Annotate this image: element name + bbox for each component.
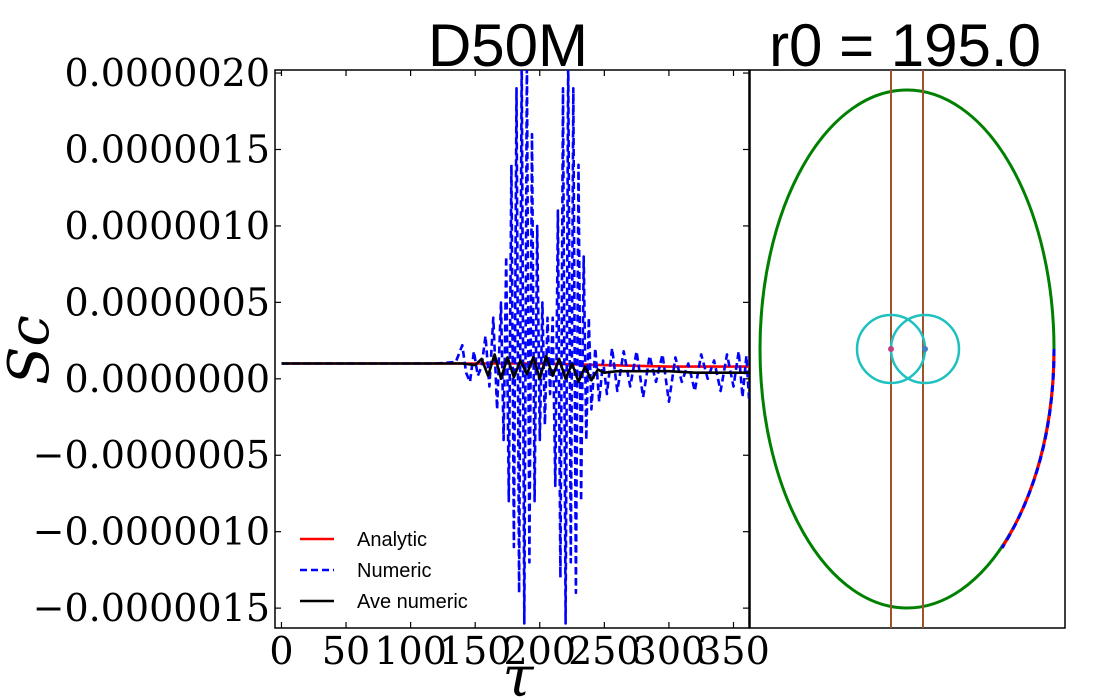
- right-plot-frame: [749, 69, 1066, 629]
- y-tick-label: 0.0000020: [65, 51, 271, 95]
- x-tick-label: 150: [439, 629, 512, 673]
- x-tick-label: 100: [374, 629, 447, 673]
- x-tick-label: 0: [269, 629, 293, 673]
- series-line-ave-numeric: [281, 353, 749, 384]
- left-point: [888, 346, 894, 352]
- x-tick-label: 200: [504, 629, 577, 673]
- x-tick-label: 50: [322, 629, 370, 673]
- y-tick-label: 0.0000005: [65, 280, 271, 324]
- left-y-ticks: 0.0000020 0.0000015 0.0000010 0.0000005 0.00…: [33, 51, 749, 630]
- x-tick-label: 300: [633, 629, 706, 673]
- legend-label-ave-numeric: Ave numeric: [357, 591, 468, 613]
- y-tick-label: 0.0000000: [65, 357, 271, 401]
- series-line-numeric: [281, 70, 749, 625]
- x-tick-label: 250: [568, 629, 641, 673]
- legend: Analytic Numeric Ave numeric: [300, 529, 468, 613]
- legend-label-numeric: Numeric: [357, 560, 431, 582]
- x-tick-label: 350: [697, 629, 770, 673]
- outer-ellipse: [758, 88, 1056, 610]
- y-tick-label: −0.0000015: [33, 586, 270, 630]
- trajectory-red: [1000, 348, 1056, 549]
- left-series-group: [281, 70, 749, 625]
- legend-label-analytic: Analytic: [357, 529, 427, 551]
- y-tick-label: −0.0000005: [33, 433, 270, 477]
- right-point: [922, 346, 928, 352]
- left-chart-title: D50M: [428, 12, 588, 79]
- right-chart-title: r0 = 195.0: [769, 12, 1041, 79]
- left-plot-frame: [274, 69, 750, 629]
- y-tick-label: 0.0000015: [65, 127, 271, 171]
- x-axis-label: τ: [503, 645, 535, 700]
- trajectory-blue: [1000, 348, 1056, 549]
- y-tick-label: 0.0000010: [65, 204, 271, 248]
- y-axis-label: Sc: [0, 315, 62, 385]
- y-tick-label: −0.0000010: [33, 510, 270, 554]
